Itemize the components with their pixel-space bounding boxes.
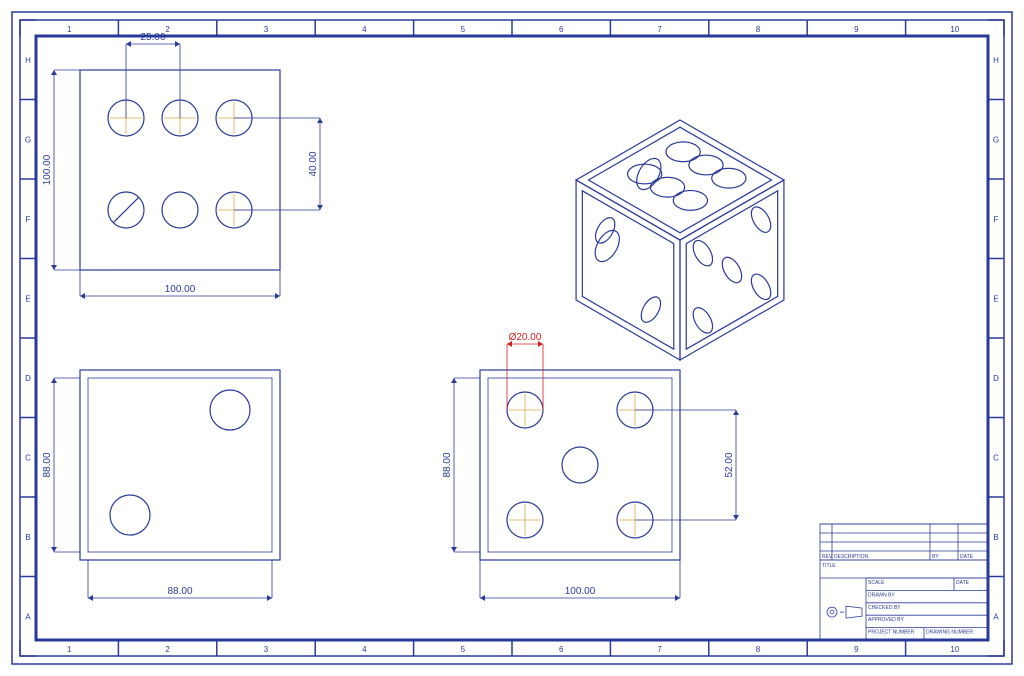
svg-text:8: 8 [756,645,761,654]
front-view: 88.00 88.00 [42,370,280,601]
svg-text:D: D [993,374,999,383]
svg-text:2: 2 [165,645,170,654]
svg-text:100.00: 100.00 [565,586,596,597]
title-block: REVDESCRIPTION BY DATE TITLE SCALE DATE DRAWN … [820,524,988,640]
svg-text:D: D [25,374,31,383]
svg-text:3: 3 [264,25,269,34]
svg-text:6: 6 [559,25,564,34]
svg-text:9: 9 [854,25,859,34]
svg-text:25.00: 25.00 [140,32,165,43]
projection-symbol-icon [827,606,862,618]
svg-text:H: H [25,56,31,65]
svg-text:APPROVED BY: APPROVED BY [868,617,905,623]
svg-text:8: 8 [756,25,761,34]
svg-text:DATE: DATE [960,554,974,560]
svg-text:DRAWING NUMBER: DRAWING NUMBER [926,630,973,636]
svg-text:E: E [25,294,30,303]
svg-text:Ø20.00: Ø20.00 [509,332,542,343]
svg-text:A: A [993,612,999,621]
top-view: 25.00 40.00 100.00 100.00 [42,32,323,299]
svg-text:9: 9 [854,645,859,654]
svg-text:7: 7 [657,645,662,654]
svg-text:3: 3 [264,645,269,654]
side-view: 100.00 88.00 52.00 Ø20.00 [442,332,739,601]
svg-text:100.00: 100.00 [165,284,196,295]
svg-text:40.00: 40.00 [308,151,319,176]
svg-text:H: H [993,56,999,65]
svg-text:CHECKED BY: CHECKED BY [868,605,901,611]
svg-text:F: F [26,215,31,224]
svg-text:B: B [25,533,30,542]
svg-text:4: 4 [362,25,367,34]
svg-text:REV: REV [822,554,833,560]
svg-text:7: 7 [657,25,662,34]
svg-text:DATE: DATE [956,580,970,586]
svg-text:PROJECT NUMBER: PROJECT NUMBER [868,630,915,636]
svg-text:88.00: 88.00 [442,452,453,477]
svg-text:88.00: 88.00 [167,586,192,597]
isometric-view [576,120,784,360]
svg-text:10: 10 [950,645,959,654]
svg-text:52.00: 52.00 [724,452,735,477]
svg-text:TITLE: TITLE [822,563,836,569]
svg-text:A: A [25,612,31,621]
svg-text:B: B [993,533,998,542]
svg-text:4: 4 [362,645,367,654]
svg-text:BY: BY [932,554,939,560]
svg-text:1: 1 [67,25,72,34]
svg-text:F: F [994,215,999,224]
svg-text:100.00: 100.00 [42,154,53,185]
svg-text:DRAWN BY: DRAWN BY [868,592,895,598]
svg-text:E: E [993,294,998,303]
svg-text:DESCRIPTION: DESCRIPTION [834,554,869,560]
svg-text:6: 6 [559,645,564,654]
svg-text:10: 10 [950,25,959,34]
svg-text:1: 1 [67,645,72,654]
svg-text:5: 5 [461,25,466,34]
svg-text:G: G [25,135,31,144]
svg-text:5: 5 [461,645,466,654]
svg-text:G: G [993,135,999,144]
svg-text:SCALE: SCALE [868,580,885,586]
svg-text:2: 2 [165,25,170,34]
svg-text:C: C [993,453,999,462]
svg-text:88.00: 88.00 [42,452,53,477]
svg-text:C: C [25,453,31,462]
